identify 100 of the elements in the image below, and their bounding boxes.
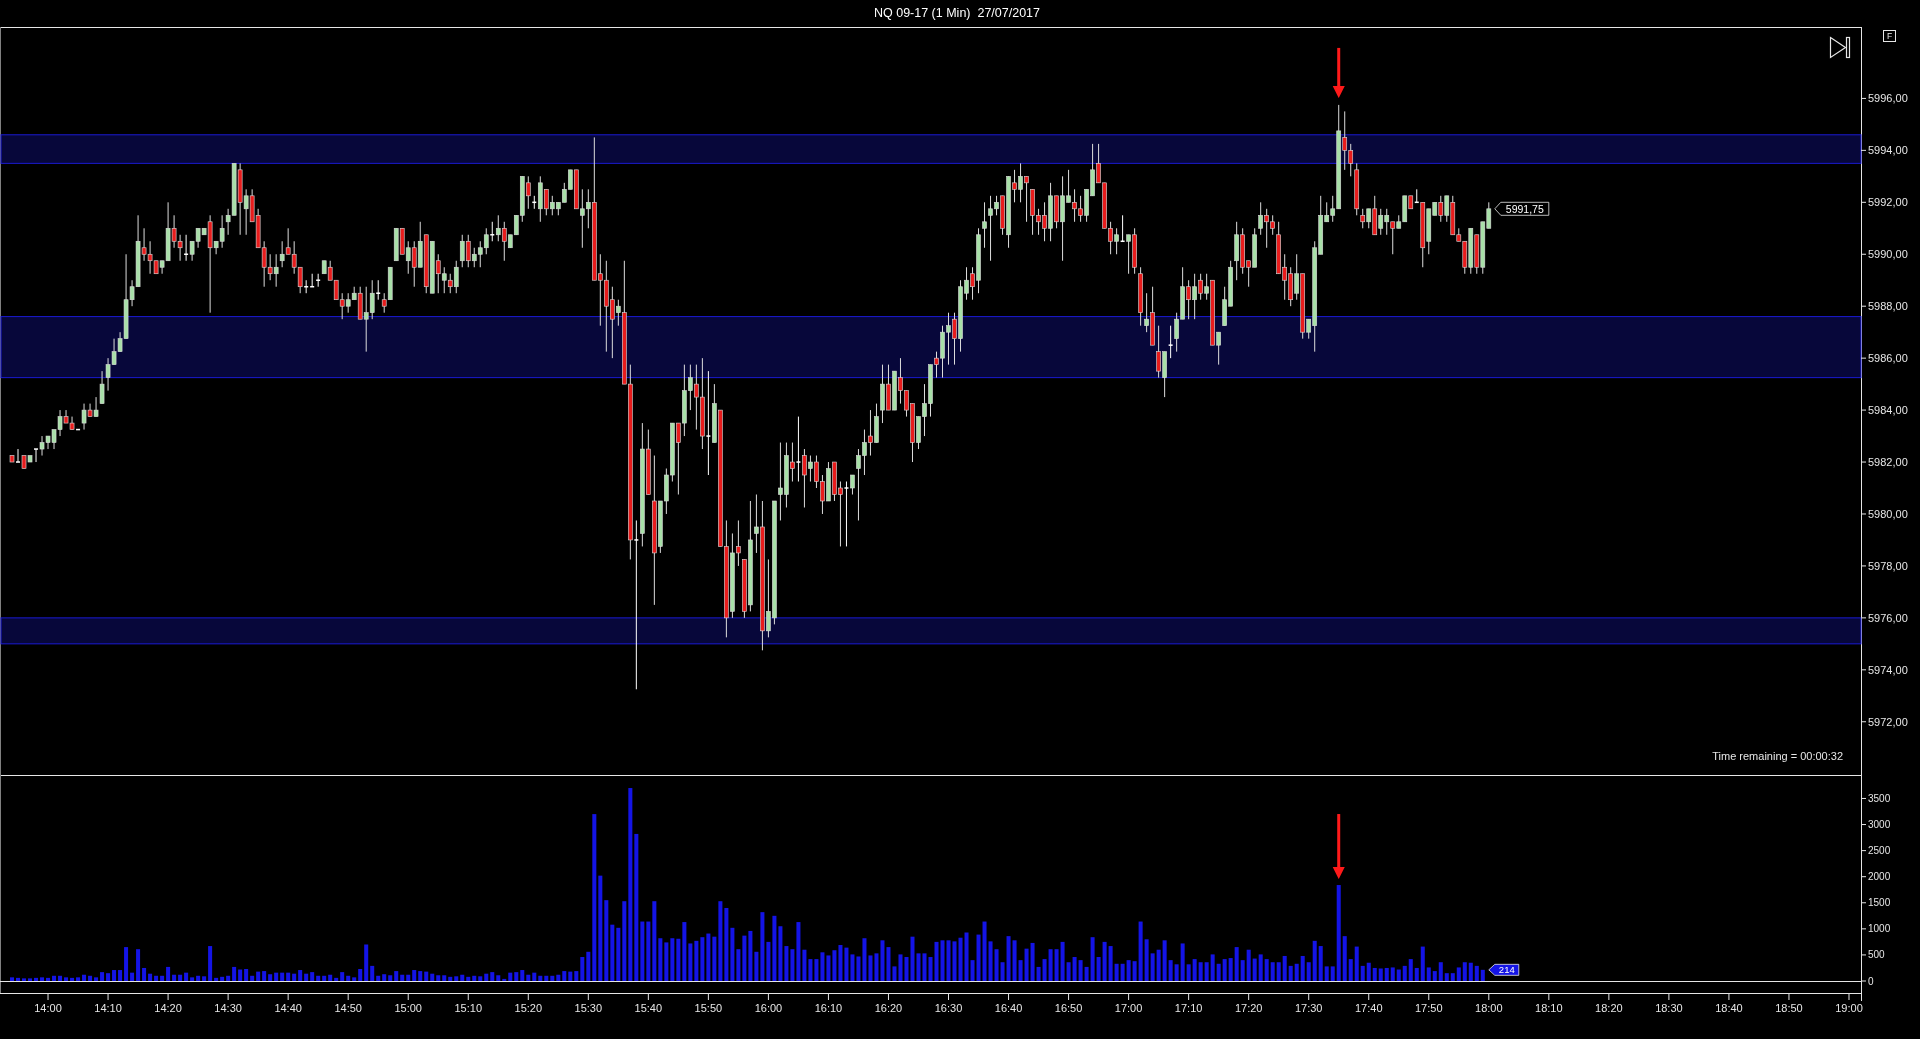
bar [1444,973,1449,981]
bar [1198,962,1203,981]
candlestick [99,370,105,405]
bar [868,955,873,981]
y-tick-label: 1000 [1868,923,1891,935]
bar [964,932,969,981]
bar [322,975,327,981]
bar [1348,959,1353,981]
bar [1462,962,1467,981]
bar [982,921,987,981]
bar [616,927,621,981]
bar [436,975,441,981]
bar [1420,946,1425,981]
bar [1270,962,1275,981]
bar [1042,959,1047,981]
bar [1096,957,1101,981]
candlestick [376,279,381,301]
bar [232,966,237,981]
bar [28,978,33,981]
x-tick-label: 14:00 [34,1002,62,1014]
bar [1306,962,1311,981]
bar [484,973,489,981]
bar [1024,948,1029,981]
bar [838,945,843,981]
bar [124,947,129,981]
x-tick-label: 16:50 [1054,1002,1083,1014]
x-tick-label: 18:30 [1655,1002,1683,1014]
bar [58,975,63,981]
bar [154,975,159,981]
bar [184,972,189,981]
bar [994,949,999,981]
y-tick-label: 3000 [1868,819,1891,831]
bar [34,977,39,981]
bar [316,975,321,981]
bar [334,977,339,981]
bar [874,953,879,981]
bar [706,933,711,981]
bar [1474,965,1479,981]
candlestick [1168,325,1173,359]
bar [1120,963,1125,981]
bar [574,971,579,981]
bar [106,973,111,981]
x-tick-label: 17:10 [1174,1002,1203,1014]
bar [328,974,333,981]
bar [520,970,525,981]
bar [10,977,15,981]
x-tick-label: 17:40 [1354,1002,1383,1014]
bar [634,833,639,981]
bar [346,975,351,981]
bar [622,901,627,981]
bar [826,955,831,981]
bar [250,975,255,981]
bar [1114,963,1119,981]
bar [1204,962,1209,981]
bar [142,967,147,981]
bar [1408,959,1413,981]
bar [1060,941,1065,981]
bar [448,976,453,981]
bar [514,972,519,981]
bar [1342,936,1347,981]
bar [1354,946,1359,981]
bar [1210,954,1215,981]
bar [352,977,357,981]
bar [376,975,381,981]
bar [358,969,363,981]
bar [646,921,651,981]
bar [898,954,903,981]
x-tick-label: 15:10 [454,1002,483,1014]
bar [256,971,261,981]
x-tick-label: 16:00 [754,1002,783,1014]
bar [280,972,285,981]
bar [544,975,549,981]
y-tick-label: 5976,00 [1868,611,1908,624]
x-tick-label: 18:00 [1475,1002,1503,1014]
bar [1456,967,1461,981]
bar [478,976,483,981]
bar [238,969,243,981]
bar [772,915,777,981]
bar [208,946,213,981]
x-tick-label: 16:20 [874,1002,903,1014]
bar [802,949,807,981]
x-tick-label: 15:00 [394,1002,422,1014]
bar [550,975,555,981]
bar [586,951,591,981]
x-tick-label: 14:20 [154,1002,182,1014]
bar [1126,960,1131,981]
y-tick-label: 500 [1868,949,1886,961]
bar [292,973,297,981]
bar [286,972,291,981]
bar [220,976,225,981]
bar [94,977,99,981]
y-tick-label: 2000 [1868,871,1891,883]
bar [160,975,165,981]
x-tick-label: 18:10 [1535,1002,1563,1014]
bar [1180,943,1185,981]
x-tick-label: 16:30 [934,1002,963,1014]
bar [196,975,201,981]
x-tick-label: 15:20 [514,1002,543,1014]
bar [382,974,387,981]
x-tick-label: 18:50 [1775,1002,1803,1014]
